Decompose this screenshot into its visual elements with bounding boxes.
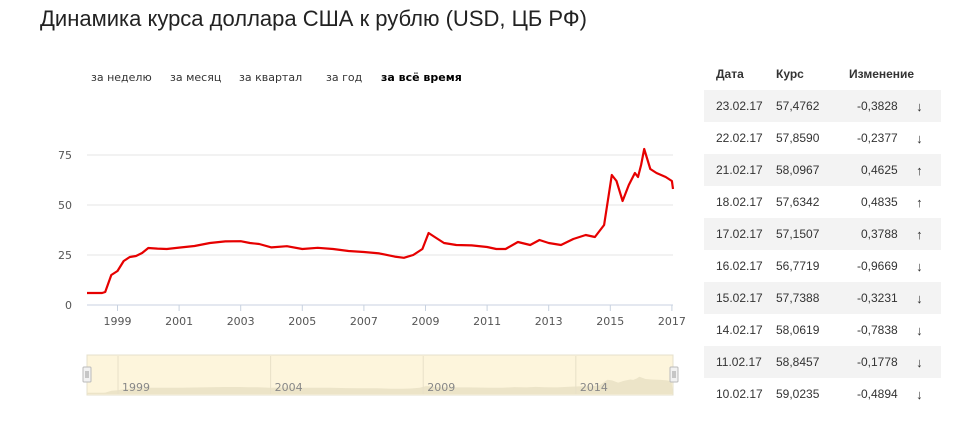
navigator[interactable]: 1999 2004 2009 2014	[82, 354, 679, 396]
rate-series-line	[87, 147, 675, 295]
table-row: 16.02.17 56,7719 -0,9669 ↓	[704, 250, 941, 282]
y-tick-label: 25	[58, 249, 72, 262]
row-rate: 57,4762	[776, 90, 840, 122]
period-year[interactable]: за год	[326, 71, 363, 84]
y-tick-label: 0	[65, 299, 72, 312]
header-date: Дата	[716, 67, 744, 81]
row-rate: 58,0619	[776, 323, 820, 337]
y-tick-label: 75	[58, 149, 72, 162]
arrow-up-icon: ↑	[897, 154, 941, 186]
table-row: 17.02.17 57,1507 0,3788 ↑	[704, 218, 941, 250]
row-change: -0,9669	[857, 259, 898, 273]
arrow-down-icon: ↓	[916, 322, 923, 338]
row-rate: 57,6342	[776, 195, 820, 209]
row-change: -0,3231	[839, 282, 898, 314]
row-change: -0,4894	[857, 387, 898, 401]
row-date: 18.02.17	[716, 195, 763, 209]
page-title: Динамика курса доллара США к рублю (USD,…	[40, 6, 587, 31]
x-tick-label: 2001	[165, 315, 193, 328]
table-row: 18.02.17 57,6342 0,4835 ↑	[704, 186, 941, 218]
row-change: -0,3828	[839, 90, 898, 122]
row-rate: 57,1507	[776, 218, 840, 250]
row-change: -0,2377	[857, 131, 898, 145]
row-date: 14.02.17	[716, 323, 763, 337]
navigator-tick-label: 2009	[427, 381, 455, 394]
x-tick-label: 2017	[658, 315, 686, 328]
rate-line-chart: 0 25 50 75 1999 2001 2003 2005 2007 2009 2011 2013…	[58, 147, 686, 396]
arrow-down-icon: ↓	[916, 258, 923, 274]
row-change: -0,7838	[857, 323, 898, 337]
navigator-tick-label: 2014	[580, 381, 608, 394]
period-week[interactable]: за неделю	[91, 71, 152, 84]
row-date: 16.02.17	[716, 259, 763, 273]
row-date: 17.02.17	[704, 218, 776, 250]
navigator-tick-label: 1999	[122, 381, 150, 394]
navigator-series-area	[87, 376, 673, 394]
x-tick-label: 1999	[104, 315, 132, 328]
table-row: 11.02.17 58,8457 -0,1778 ↓	[704, 346, 941, 378]
row-rate: 57,8590	[776, 131, 820, 145]
row-rate: 56,7719	[776, 259, 820, 273]
table-row: 15.02.17 57,7388 -0,3231 ↓	[704, 282, 941, 314]
navigator-ticks: 1999 2004 2009 2014	[117, 356, 608, 394]
row-change: -0,1778	[839, 346, 898, 378]
navigator-tick-label: 2004	[275, 381, 303, 394]
navigator-right-handle[interactable]	[669, 366, 679, 383]
arrow-up-icon: ↑	[897, 218, 941, 250]
period-all-time[interactable]: за всё время	[381, 71, 462, 84]
arrow-down-icon: ↓	[916, 386, 923, 402]
row-rate: 58,0967	[776, 154, 840, 186]
x-tick-label: 2003	[227, 315, 255, 328]
row-date: 10.02.17	[716, 387, 763, 401]
row-change: 0,3788	[839, 218, 898, 250]
arrow-down-icon: ↓	[897, 346, 941, 378]
header-change: Изменение	[849, 67, 915, 81]
row-date: 21.02.17	[704, 154, 776, 186]
arrow-up-icon: ↑	[916, 194, 923, 210]
x-tick-label: 2007	[350, 315, 378, 328]
row-rate: 58,8457	[776, 346, 840, 378]
row-change: 0,4835	[861, 195, 898, 209]
period-month[interactable]: за месяц	[170, 71, 222, 84]
x-tick-label: 2011	[473, 315, 501, 328]
chart-grid	[87, 154, 673, 256]
table-row: 21.02.17 58,0967 0,4625 ↑	[704, 154, 941, 186]
row-change: 0,4625	[839, 154, 898, 186]
x-tick-label: 2015	[596, 315, 624, 328]
table-header-row: Дата Курс Изменение	[704, 58, 941, 90]
y-tick-label: 50	[58, 199, 72, 212]
table-row: 23.02.17 57,4762 -0,3828 ↓	[704, 90, 941, 122]
arrow-down-icon: ↓	[897, 90, 941, 122]
x-tick-label: 2009	[412, 315, 440, 328]
period-quarter[interactable]: за квартал	[239, 71, 303, 84]
row-date: 11.02.17	[704, 346, 776, 378]
navigator-left-handle[interactable]	[82, 366, 92, 383]
y-axis-ticks: 0 25 50 75	[58, 149, 72, 312]
header-rate: Курс	[776, 67, 804, 81]
x-axis-ticks: 1999 2001 2003 2005 2007 2009 2011 2013 2015 2017	[104, 305, 686, 328]
row-rate: 59,0235	[776, 387, 820, 401]
table-row: 22.02.17 57,8590 -0,2377 ↓	[704, 122, 941, 154]
table-row: 14.02.17 58,0619 -0,7838 ↓	[704, 314, 941, 346]
row-date: 23.02.17	[704, 90, 776, 122]
rates-table: Дата Курс Изменение 23.02.17 57,4762 -0,38…	[704, 58, 941, 410]
x-tick-label: 2005	[288, 315, 316, 328]
row-date: 15.02.17	[704, 282, 776, 314]
x-tick-label: 2013	[535, 315, 563, 328]
row-rate: 57,7388	[776, 282, 840, 314]
arrow-down-icon: ↓	[916, 130, 923, 146]
arrow-down-icon: ↓	[897, 282, 941, 314]
row-date: 22.02.17	[716, 131, 763, 145]
table-row: 10.02.17 59,0235 -0,4894 ↓	[704, 378, 941, 410]
